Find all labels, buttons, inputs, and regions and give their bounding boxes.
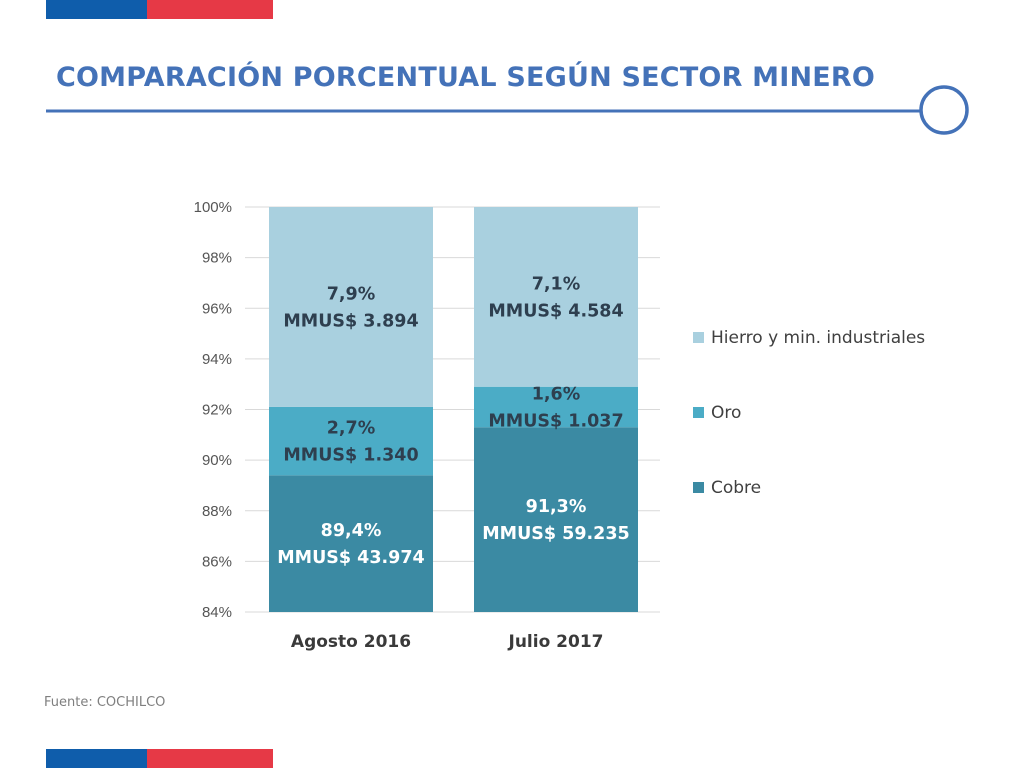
bars: 89,4% MMUS$ 43.974 2,7% MMUS$ 1.340 7,9% MMUS… <box>269 207 638 612</box>
segment-value-label: MMUS$ 59.235 <box>482 524 629 544</box>
flag-red-block <box>147 0 273 19</box>
legend-label: Cobre <box>711 478 761 498</box>
bar-segment-cobre <box>474 427 638 612</box>
legend-item-oro: Oro <box>693 403 741 423</box>
legend-swatch <box>693 407 704 418</box>
legend: Cobre Oro Hierro y min. industriales <box>693 328 925 498</box>
y-axis: 84% 86% 88% 90% 92% 94% 96% 98% 100% <box>194 199 232 621</box>
y-tick-label: 92% <box>202 402 232 419</box>
legend-swatch <box>693 332 704 343</box>
legend-item-hierro: Hierro y min. industriales <box>693 328 925 348</box>
bar-segment-hierro <box>269 207 433 407</box>
flag-red-block <box>147 749 273 768</box>
y-tick-label: 84% <box>202 604 232 621</box>
segment-value-label: MMUS$ 1.340 <box>283 446 418 466</box>
title-underline <box>46 85 969 135</box>
segment-percent-label: 7,1% <box>532 274 581 294</box>
segment-percent-label: 89,4% <box>321 521 382 541</box>
bar-segment-cobre <box>269 475 433 612</box>
bar-segment-oro <box>474 386 638 428</box>
title-underline-circle <box>919 85 969 135</box>
flag-blue-block <box>46 749 147 768</box>
segment-value-label: MMUS$ 3.894 <box>283 311 418 331</box>
legend-swatch <box>693 482 704 493</box>
x-category-label: Agosto 2016 <box>291 632 411 652</box>
bar-segment-hierro <box>474 207 638 387</box>
y-tick-label: 96% <box>202 300 232 317</box>
segment-percent-label: 2,7% <box>327 419 376 439</box>
y-tick-label: 94% <box>202 351 232 368</box>
y-tick-label: 90% <box>202 452 232 469</box>
legend-label: Hierro y min. industriales <box>711 328 925 348</box>
segment-percent-label: 91,3% <box>526 497 587 517</box>
slide-title: COMPARACIÓN PORCENTUAL SEGÚN SECTOR MINE… <box>56 62 876 93</box>
flag-stripe-bottom <box>46 749 273 768</box>
segment-percent-label: 7,9% <box>327 284 376 304</box>
x-axis: Agosto 2016 Julio 2017 <box>291 632 604 652</box>
bar-segment-oro <box>269 406 433 476</box>
stacked-bar-chart: 84% 86% 88% 90% 92% 94% 96% 98% 100% 89,4% MMUS$ … <box>194 199 926 652</box>
legend-item-cobre: Cobre <box>693 478 761 498</box>
y-tick-label: 98% <box>202 250 232 267</box>
x-category-label: Julio 2017 <box>508 632 604 652</box>
flag-blue-block <box>46 0 147 19</box>
source-note: Fuente: COCHILCO <box>44 695 166 710</box>
segment-percent-label: 1,6% <box>532 384 581 404</box>
y-tick-label: 86% <box>202 553 232 570</box>
legend-label: Oro <box>711 403 741 423</box>
y-tick-label: 100% <box>194 199 232 216</box>
segment-value-label: MMUS$ 1.037 <box>488 411 623 431</box>
flag-stripe-top <box>46 0 273 19</box>
y-tick-label: 88% <box>202 503 232 520</box>
segment-value-label: MMUS$ 4.584 <box>488 301 623 321</box>
segment-value-label: MMUS$ 43.974 <box>277 548 424 568</box>
